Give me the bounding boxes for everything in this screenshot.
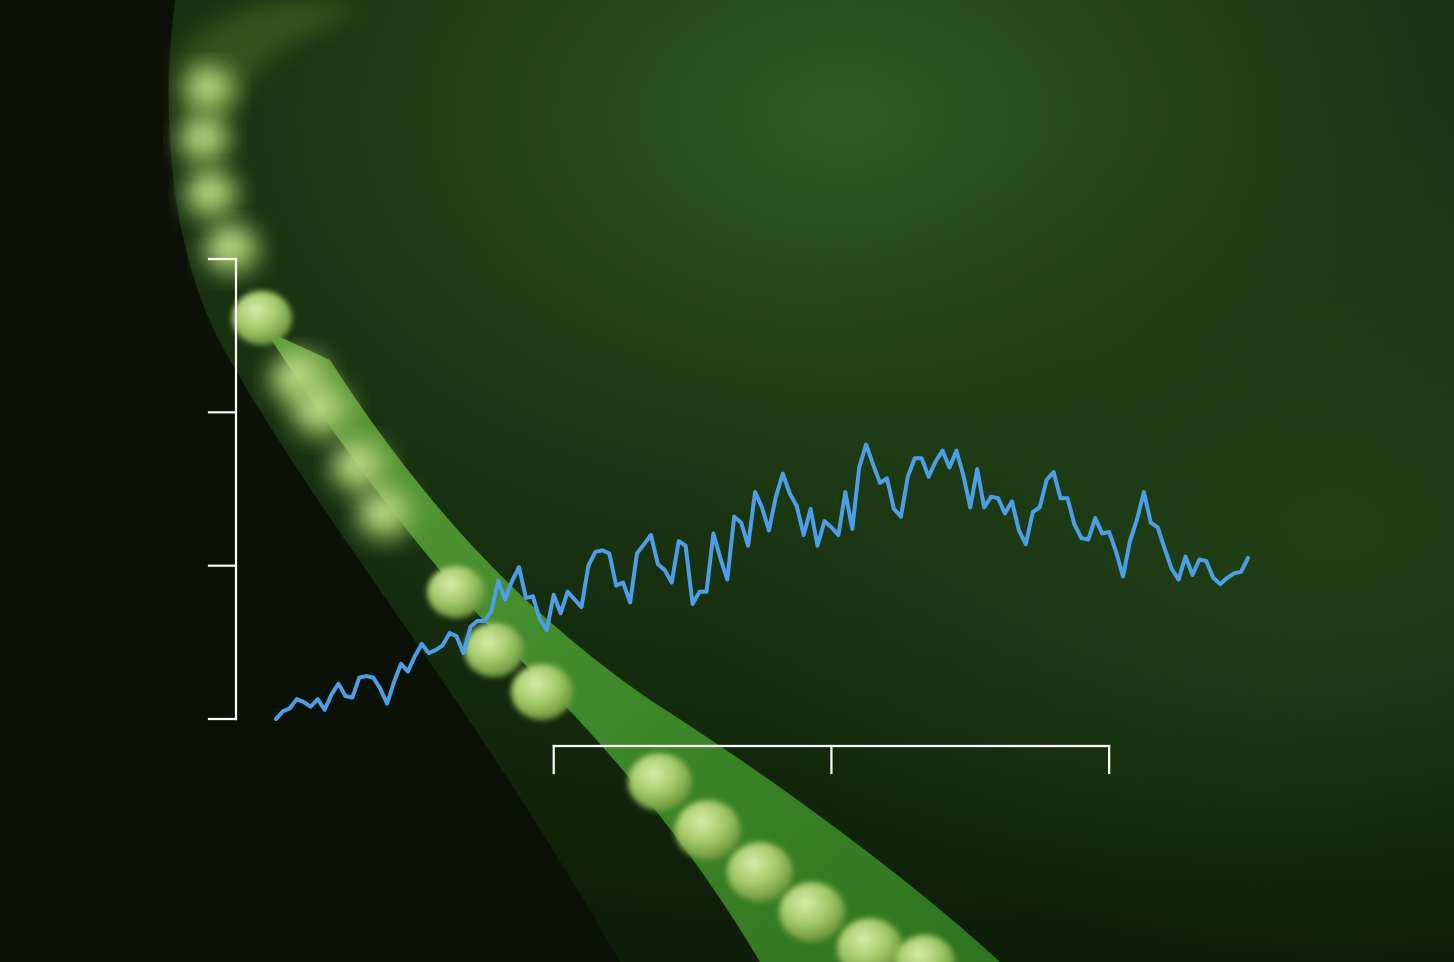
sorus	[511, 664, 573, 720]
sorus	[675, 800, 741, 860]
forecast-band-inner	[276, 444, 1248, 719]
sorus	[185, 170, 239, 220]
sorus	[179, 116, 231, 164]
series-lines	[274, 442, 1250, 721]
sorus	[464, 623, 524, 677]
forecast-mean-line	[274, 442, 1250, 721]
forecast-band-outer	[276, 444, 1248, 719]
sorus	[837, 918, 903, 962]
sorus	[292, 385, 352, 439]
axes	[207, 257, 1111, 775]
sorus	[895, 935, 955, 962]
sorus	[427, 565, 485, 619]
sorus	[184, 66, 236, 114]
history-line	[274, 443, 1250, 721]
sorus	[727, 842, 793, 902]
sorus	[357, 488, 415, 542]
sorus	[232, 291, 292, 345]
sorus	[204, 224, 260, 276]
confidence-bands	[276, 444, 1248, 719]
sori-cluster	[179, 66, 955, 962]
sorus	[331, 441, 389, 495]
sorus	[628, 753, 692, 811]
sorus	[779, 882, 845, 942]
